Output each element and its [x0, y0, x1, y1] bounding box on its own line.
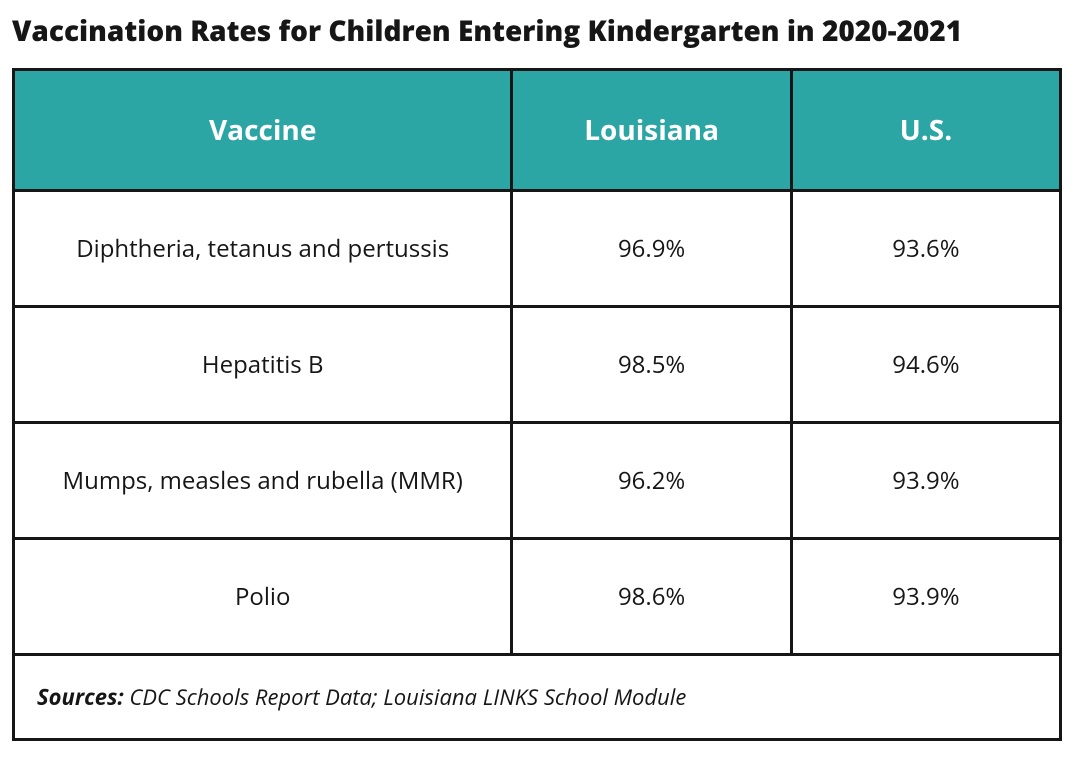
- cell-vaccine: Hepatitis B: [14, 307, 512, 423]
- cell-louisiana: 96.2%: [512, 423, 791, 539]
- cell-us: 94.6%: [791, 307, 1060, 423]
- cell-louisiana: 98.6%: [512, 539, 791, 655]
- table-header-row: Vaccine Louisiana U.S.: [14, 70, 1061, 191]
- table-row: Mumps, measles and rubella (MMR) 96.2% 9…: [14, 423, 1061, 539]
- table-body: Diphtheria, tetanus and pertussis 96.9% …: [14, 191, 1061, 740]
- page-title: Vaccination Rates for Children Entering …: [12, 12, 1065, 50]
- table-row: Hepatitis B 98.5% 94.6%: [14, 307, 1061, 423]
- source-label: Sources:: [37, 682, 124, 712]
- table-row: Polio 98.6% 93.9%: [14, 539, 1061, 655]
- cell-us: 93.9%: [791, 539, 1060, 655]
- header-vaccine: Vaccine: [14, 70, 512, 191]
- header-us: U.S.: [791, 70, 1060, 191]
- source-text: CDC Schools Report Data; Louisiana LINKS…: [124, 682, 687, 712]
- cell-louisiana: 96.9%: [512, 191, 791, 307]
- cell-us: 93.6%: [791, 191, 1060, 307]
- source-cell: Sources: CDC Schools Report Data; Louisi…: [14, 655, 1061, 740]
- table-row: Diphtheria, tetanus and pertussis 96.9% …: [14, 191, 1061, 307]
- cell-louisiana: 98.5%: [512, 307, 791, 423]
- vaccination-table: Vaccine Louisiana U.S. Diphtheria, tetan…: [12, 68, 1062, 741]
- cell-vaccine: Diphtheria, tetanus and pertussis: [14, 191, 512, 307]
- header-louisiana: Louisiana: [512, 70, 791, 191]
- cell-vaccine: Polio: [14, 539, 512, 655]
- cell-us: 93.9%: [791, 423, 1060, 539]
- source-row: Sources: CDC Schools Report Data; Louisi…: [14, 655, 1061, 740]
- cell-vaccine: Mumps, measles and rubella (MMR): [14, 423, 512, 539]
